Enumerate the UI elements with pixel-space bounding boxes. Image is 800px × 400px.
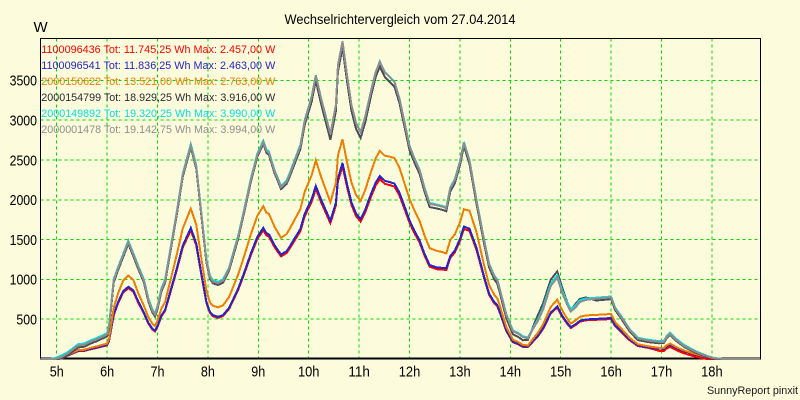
- svg-text:SunnyReport pinxit: SunnyReport pinxit: [707, 385, 798, 397]
- svg-text:2000001478 Tot: 19.142,75 Wh M: 2000001478 Tot: 19.142,75 Wh Max: 3.994,…: [41, 124, 276, 136]
- svg-text:14h: 14h: [500, 364, 522, 381]
- svg-text:3000: 3000: [10, 113, 37, 130]
- svg-text:2000154799 Tot: 18.929,25 Wh M: 2000154799 Tot: 18.929,25 Wh Max: 3.916,…: [41, 92, 276, 104]
- svg-text:1500: 1500: [10, 232, 37, 249]
- svg-text:1100096436 Tot: 11.745,25 Wh M: 1100096436 Tot: 11.745,25 Wh Max: 2.457,…: [41, 44, 276, 56]
- svg-text:10h: 10h: [298, 364, 320, 381]
- svg-text:18h: 18h: [701, 364, 723, 381]
- svg-text:12h: 12h: [399, 364, 421, 381]
- svg-text:9h: 9h: [251, 364, 265, 381]
- svg-text:16h: 16h: [600, 364, 622, 381]
- svg-text:Wechselrichtervergleich vom 27: Wechselrichtervergleich vom 27.04.2014: [285, 11, 516, 27]
- svg-text:2000150622 Tot: 13.521,00 Wh M: 2000150622 Tot: 13.521,00 Wh Max: 2.763,…: [41, 76, 276, 88]
- svg-text:8h: 8h: [201, 364, 215, 381]
- svg-text:6h: 6h: [100, 364, 114, 381]
- svg-text:7h: 7h: [151, 364, 165, 381]
- svg-text:1000: 1000: [10, 272, 37, 289]
- svg-text:500: 500: [16, 312, 37, 329]
- svg-text:13h: 13h: [449, 364, 471, 381]
- svg-text:15h: 15h: [550, 364, 572, 381]
- svg-text:2500: 2500: [10, 152, 37, 169]
- svg-text:W: W: [34, 19, 49, 36]
- svg-text:11h: 11h: [348, 364, 370, 381]
- svg-text:17h: 17h: [651, 364, 673, 381]
- svg-text:2000149892 Tot: 19.320,25 Wh M: 2000149892 Tot: 19.320,25 Wh Max: 3.990,…: [41, 108, 276, 120]
- svg-text:5h: 5h: [50, 364, 64, 381]
- svg-text:3500: 3500: [10, 73, 37, 90]
- svg-text:1100096541 Tot: 11.836,25 Wh M: 1100096541 Tot: 11.836,25 Wh Max: 2.463,…: [41, 60, 276, 72]
- svg-text:2000: 2000: [10, 192, 37, 209]
